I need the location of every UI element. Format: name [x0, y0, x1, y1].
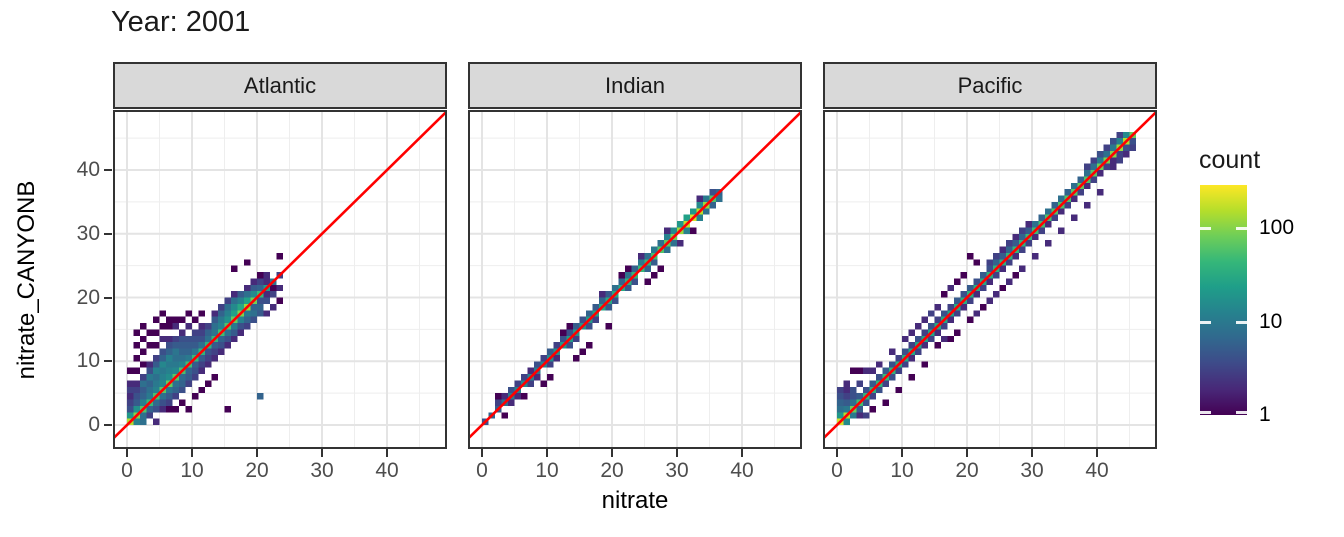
- identity-line: [823, 110, 1157, 441]
- x-tick-mark: [1031, 449, 1033, 457]
- legend-tick-mark: [1200, 411, 1247, 414]
- x-tick-label: 10: [180, 459, 204, 482]
- panel-atlantic: [113, 110, 447, 449]
- legend-tick-dash: [1200, 411, 1211, 414]
- y-tick-mark: [104, 169, 112, 171]
- x-tick-label: 20: [600, 459, 624, 482]
- x-tick-mark: [966, 449, 968, 457]
- x-tick-mark: [481, 449, 483, 457]
- legend-tick-dash: [1236, 227, 1247, 231]
- facet-label: Atlantic: [243, 72, 317, 98]
- x-tick-label: 40: [375, 459, 399, 482]
- x-axis-title: nitrate: [601, 487, 669, 514]
- legend-tick-mark: [1200, 227, 1247, 231]
- identity-line: [468, 110, 802, 441]
- x-tick-mark: [126, 449, 128, 457]
- legend-tick-dash: [1236, 320, 1247, 324]
- y-axis-title: nitrate_CANYONB: [13, 180, 40, 380]
- legend-tick-dash: [1236, 411, 1247, 414]
- x-tick-label: 30: [1020, 459, 1044, 482]
- x-tick-label: 30: [310, 459, 334, 482]
- facet-strip-pacific: Pacific: [823, 62, 1157, 109]
- x-tick-mark: [836, 449, 838, 457]
- y-tick-label: 0: [88, 413, 100, 436]
- x-tick-label: 30: [665, 459, 689, 482]
- panel-pacific: [823, 110, 1157, 449]
- x-tick-mark: [256, 449, 258, 457]
- facet-label: Indian: [605, 72, 665, 98]
- legend-tick-label: 100: [1259, 216, 1295, 240]
- x-tick-mark: [321, 449, 323, 457]
- x-tick-mark: [676, 449, 678, 457]
- x-tick-label: 20: [955, 459, 979, 482]
- x-tick-label: 10: [890, 459, 914, 482]
- x-tick-mark: [611, 449, 613, 457]
- x-tick-mark: [386, 449, 388, 457]
- x-tick-label: 0: [476, 459, 488, 482]
- x-tick-mark: [741, 449, 743, 457]
- y-tick-label: 20: [76, 285, 100, 309]
- legend-tick-dash: [1200, 227, 1211, 231]
- y-tick-label: 30: [76, 221, 100, 245]
- legend-tick-label: 10: [1259, 309, 1283, 333]
- x-tick-mark: [1096, 449, 1098, 457]
- legend-tick-dash: [1200, 320, 1211, 324]
- identity-line: [113, 110, 447, 441]
- x-tick-label: 0: [121, 459, 133, 482]
- x-tick-label: 20: [245, 459, 269, 482]
- y-tick-mark: [104, 232, 112, 235]
- y-tick-label: 40: [76, 158, 100, 181]
- legend-colorbar: [1200, 185, 1247, 415]
- legend-title: count: [1199, 146, 1261, 174]
- legend-tick-label: 1: [1259, 403, 1271, 426]
- facet-strip-indian: Indian: [468, 62, 802, 109]
- x-tick-label: 10: [535, 459, 559, 482]
- x-tick-mark: [191, 449, 193, 457]
- y-tick-mark: [104, 424, 112, 426]
- panel-indian: [468, 110, 802, 449]
- plot-title: Year: 2001: [111, 6, 251, 38]
- y-tick-mark: [104, 360, 112, 363]
- x-tick-label: 40: [730, 459, 754, 482]
- y-tick-label: 10: [76, 349, 100, 373]
- x-tick-label: 0: [831, 459, 843, 482]
- y-tick-mark: [104, 296, 112, 299]
- x-tick-mark: [901, 449, 903, 457]
- facet-label: Pacific: [957, 72, 1023, 98]
- facet-strip-atlantic: Atlantic: [113, 62, 447, 109]
- x-tick-mark: [546, 449, 548, 457]
- x-tick-label: 40: [1085, 459, 1109, 482]
- legend-tick-mark: [1200, 320, 1247, 324]
